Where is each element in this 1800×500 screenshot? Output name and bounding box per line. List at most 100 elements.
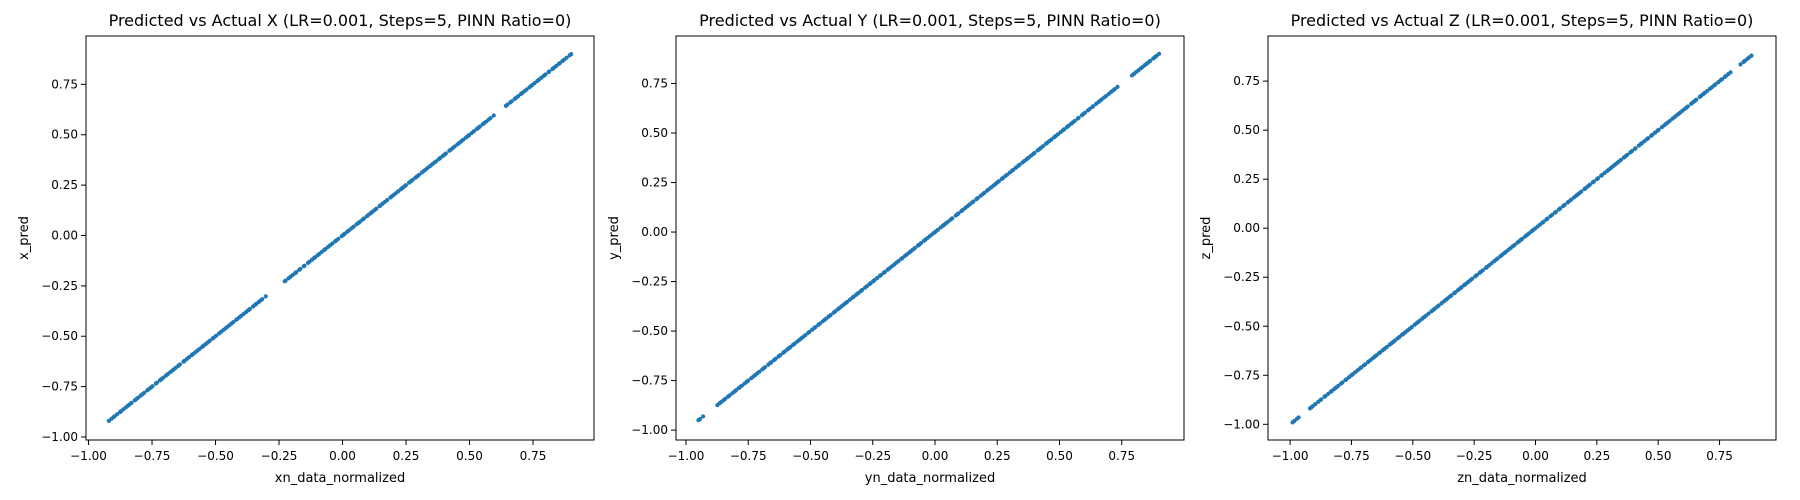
data-point — [1591, 179, 1597, 184]
y-tick-label-x-3: −0.25 — [41, 279, 78, 293]
data-point — [1595, 176, 1601, 181]
data-point — [1474, 273, 1479, 278]
data-point — [912, 246, 917, 251]
x-tick-label-y-5: 0.25 — [984, 449, 1011, 463]
x-tick-label-y-3: −0.25 — [854, 449, 891, 463]
data-point — [845, 299, 850, 304]
data-point — [443, 151, 448, 156]
plot-frame-x — [85, 35, 595, 441]
data-point — [385, 198, 390, 203]
y-tick-label-y-6: 0.50 — [641, 126, 668, 140]
data-point — [351, 224, 356, 229]
y-tick-label-x-6: 0.50 — [51, 128, 78, 142]
x-axis-ticks-y: −1.00 −0.75 −0.50 −0.25 0.00 0.25 0.50 0.75 — [668, 440, 1135, 463]
data-point — [1694, 97, 1699, 102]
data-point — [773, 356, 778, 361]
data-point — [1541, 219, 1546, 224]
data-point — [1147, 58, 1153, 64]
x-tick-label-x-7: 0.75 — [520, 449, 547, 463]
data-point — [828, 313, 833, 318]
data-point — [956, 211, 961, 216]
x-tick-label-x-4: 0.00 — [329, 449, 356, 463]
data-point — [1749, 53, 1754, 58]
data-point — [142, 390, 147, 395]
x-tick-label-x-0: −1.00 — [70, 449, 107, 463]
data-point — [778, 353, 783, 358]
data-point — [813, 324, 818, 330]
data-point — [247, 306, 252, 312]
x-tick-label-z-4: 0.00 — [1522, 449, 1549, 463]
y-tick-label-x-2: −0.50 — [41, 329, 78, 343]
y-tick-label-x-4: 0.00 — [51, 228, 78, 242]
data-point — [509, 99, 514, 104]
data-point — [115, 412, 120, 417]
x-tick-label-x-2: −0.50 — [197, 449, 234, 463]
data-point — [1115, 84, 1120, 89]
data-point — [1313, 402, 1318, 407]
data-point — [330, 241, 335, 246]
data-point — [564, 55, 569, 60]
data-point — [177, 362, 183, 367]
data-point — [1618, 157, 1624, 163]
data-point — [1553, 209, 1558, 215]
data-point — [1040, 144, 1046, 149]
data-point — [971, 199, 976, 204]
plot-frame-y — [675, 35, 1185, 441]
y-tick-label-z-5: 0.25 — [1233, 172, 1260, 186]
y-tick-label-y-1: −0.75 — [631, 374, 668, 388]
data-point — [1562, 202, 1567, 207]
x-tick-label-z-1: −0.75 — [1333, 449, 1370, 463]
x-tick-label-z-3: −0.25 — [1456, 449, 1493, 463]
y-tick-label-y-3: −0.25 — [631, 275, 668, 289]
data-point — [488, 115, 493, 121]
data-point — [697, 416, 703, 422]
y-tick-label-y-7: 0.75 — [641, 77, 668, 91]
data-point — [950, 216, 955, 221]
data-point — [1091, 104, 1096, 109]
y-axis-ticks-y: −1.00 −0.75 −0.50 −0.25 0.00 0.25 0.50 0.75 — [631, 77, 676, 437]
data-point — [1629, 149, 1634, 154]
data-point — [803, 332, 808, 338]
y-tick-label-y-0: −1.00 — [631, 423, 668, 437]
y-axis-label-y: y_pred — [607, 216, 622, 260]
data-point — [524, 87, 529, 92]
data-point — [336, 236, 341, 241]
data-point — [1157, 51, 1162, 56]
x-tick-label-y-1: −0.75 — [730, 449, 767, 463]
data-point — [1336, 383, 1341, 388]
panel-z: Predicted vs Actual Z (LR=0.001, Steps=5… — [1199, 11, 1777, 486]
y-tick-label-z-3: −0.25 — [1223, 270, 1260, 284]
data-point — [150, 384, 155, 389]
y-tick-label-x-0: −1.00 — [41, 430, 78, 444]
data-point — [129, 400, 134, 405]
y-tick-label-z-0: −1.00 — [1223, 417, 1260, 431]
data-point — [207, 338, 212, 343]
data-point — [505, 102, 510, 107]
panel-x: Predicted vs Actual X (LR=0.001, Steps=5… — [17, 11, 595, 486]
x-tick-label-y-6: 0.50 — [1046, 449, 1073, 463]
x-tick-label-z-6: 0.50 — [1645, 449, 1672, 463]
data-point — [1363, 362, 1368, 367]
y-tick-label-x-1: −0.75 — [41, 380, 78, 394]
y-tick-label-z-2: −0.50 — [1223, 319, 1260, 333]
data-point — [1685, 104, 1690, 109]
data-point — [1719, 77, 1725, 82]
x-tick-label-y-7: 0.75 — [1108, 449, 1135, 463]
x-axis-label-y: yn_data_normalized — [865, 471, 995, 486]
x-tick-label-y-4: 0.00 — [922, 449, 949, 463]
data-point — [757, 369, 762, 374]
y-tick-label-z-4: 0.00 — [1233, 221, 1260, 235]
data-point — [975, 195, 980, 201]
chart-title-z: Predicted vs Actual Z (LR=0.001, Steps=5… — [1291, 11, 1754, 30]
x-axis-label-z: zn_data_normalized — [1457, 471, 1587, 486]
data-point — [569, 52, 574, 57]
data-point — [1587, 182, 1592, 187]
data-point — [543, 72, 548, 77]
chart-title-x: Predicted vs Actual X (LR=0.001, Steps=5… — [109, 11, 572, 30]
data-point — [1545, 216, 1550, 221]
data-point — [1469, 276, 1475, 281]
panel-y: Predicted vs Actual Y (LR=0.001, Steps=5… — [607, 11, 1185, 486]
data-point — [1384, 345, 1389, 350]
data-point — [1062, 127, 1067, 132]
